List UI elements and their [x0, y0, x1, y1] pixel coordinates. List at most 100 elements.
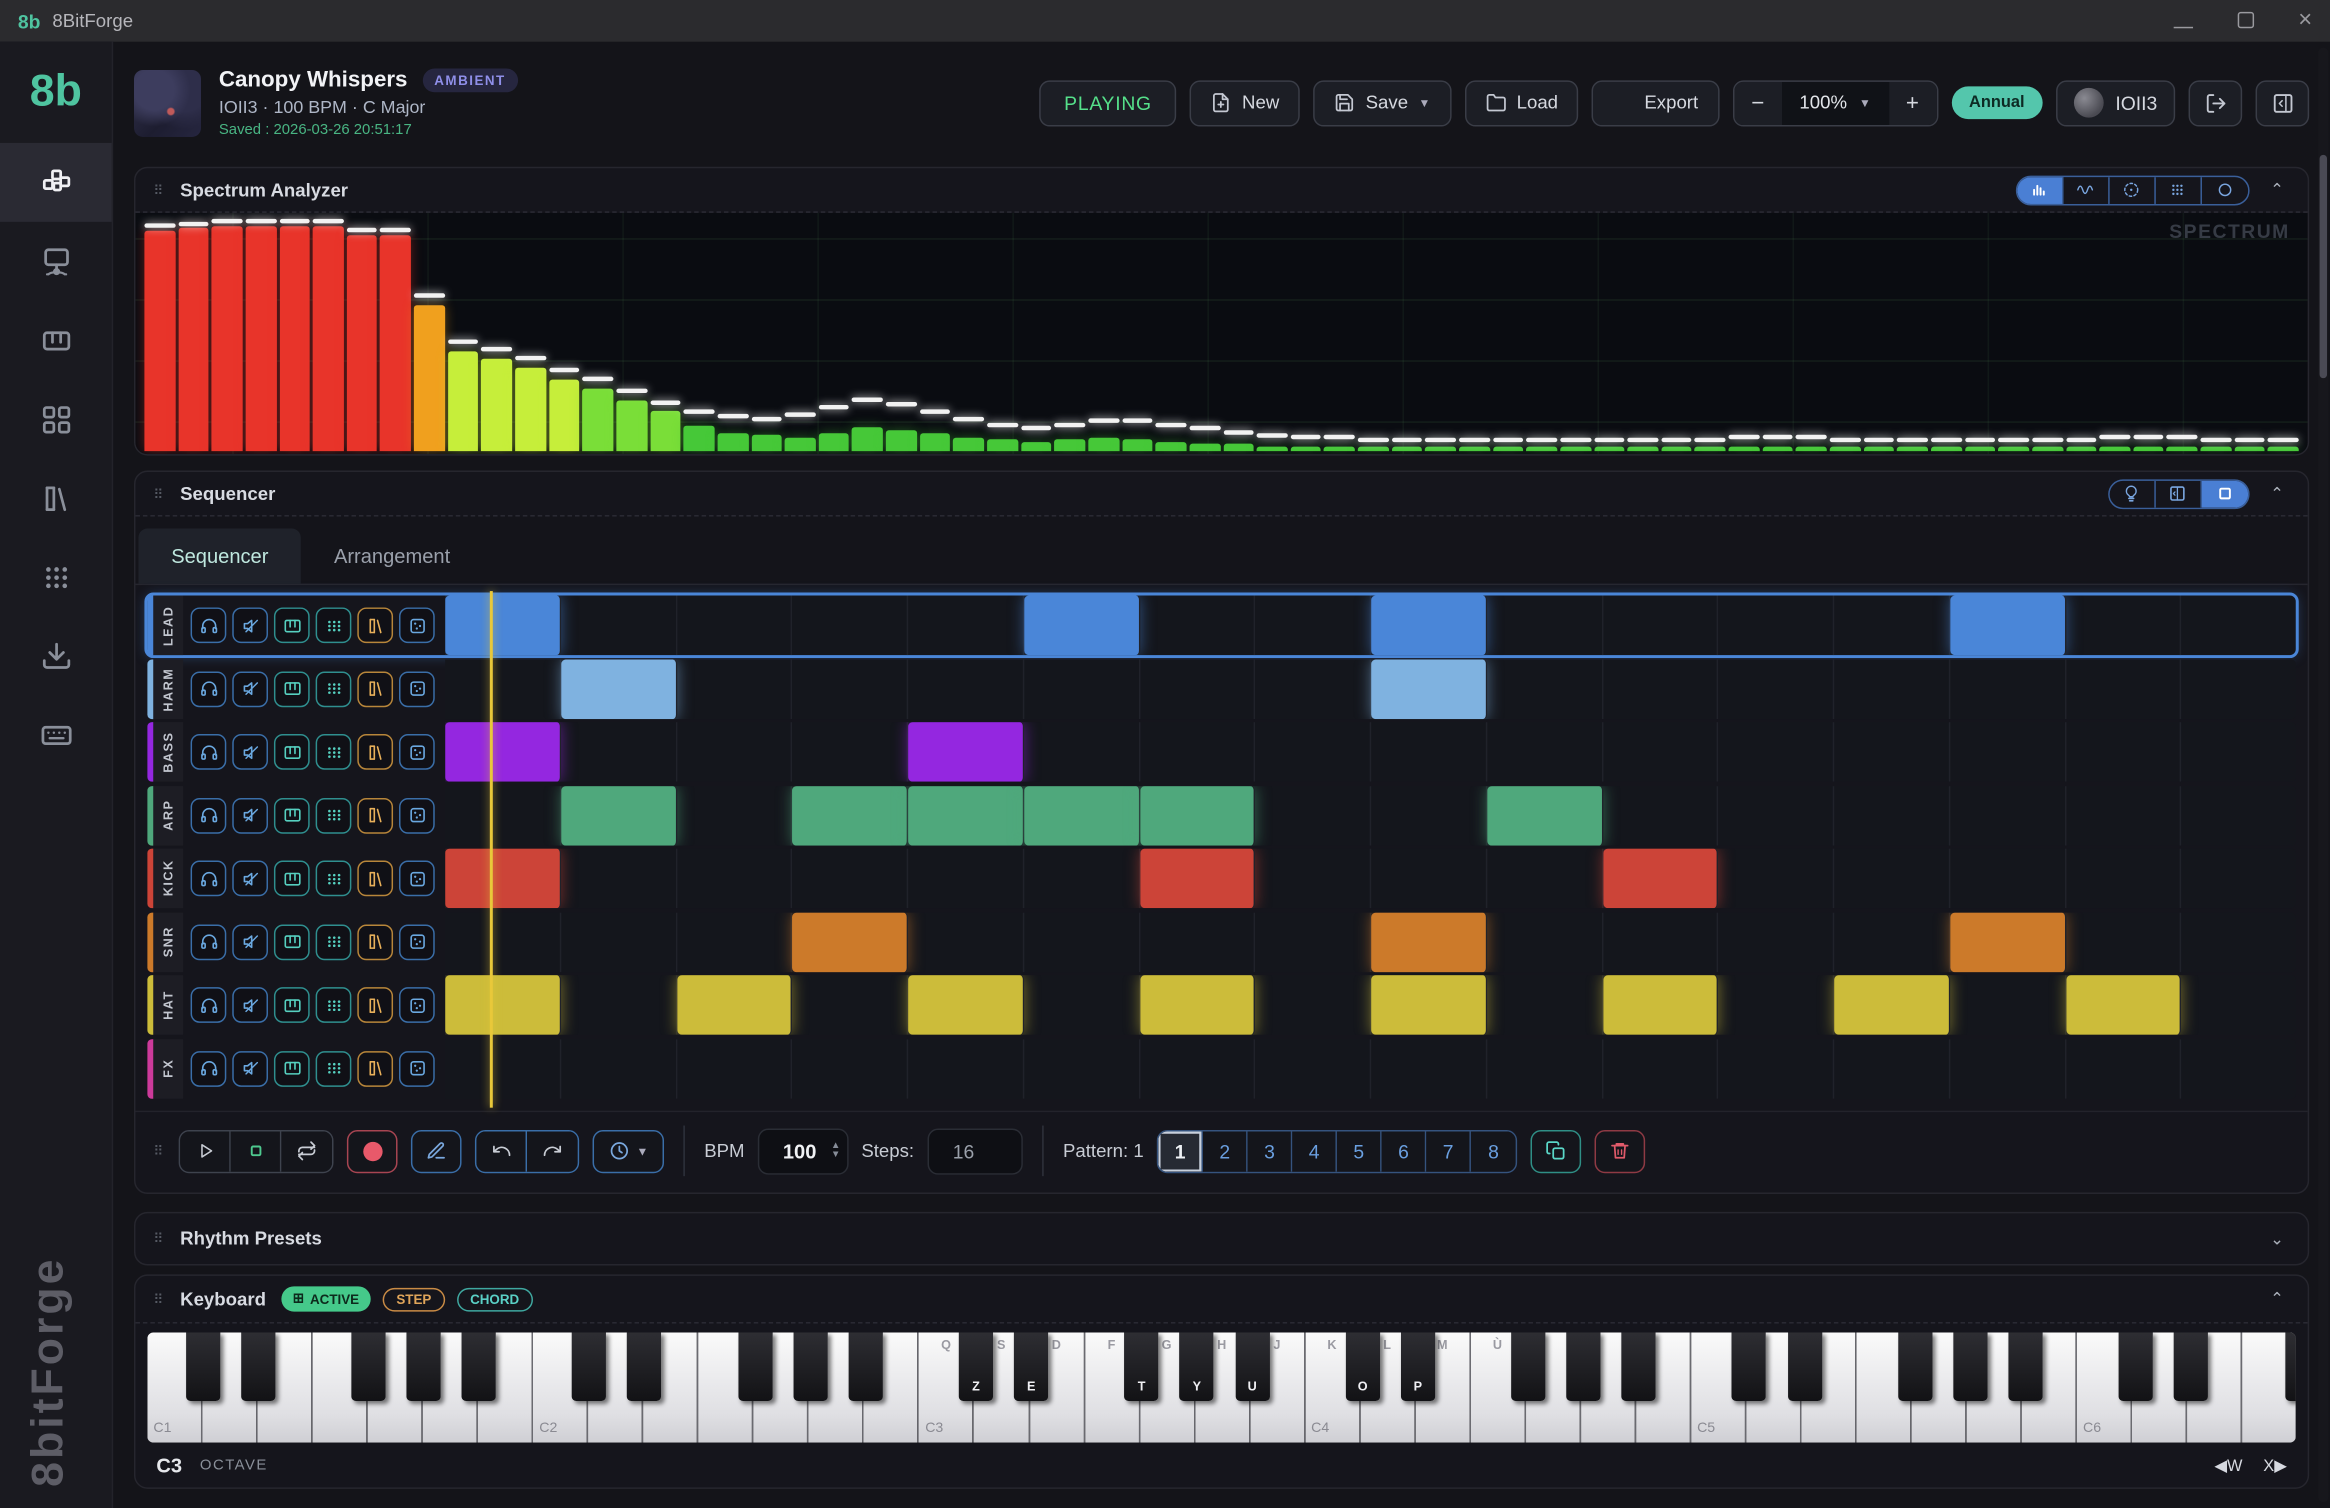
step-cell[interactable]	[1718, 595, 1835, 656]
step-cell[interactable]	[1140, 658, 1256, 719]
step-cell[interactable]	[2181, 849, 2295, 909]
step-cell[interactable]	[1834, 722, 1950, 782]
harm-mute-button[interactable]	[232, 670, 268, 707]
black-key[interactable]: Z	[958, 1332, 994, 1401]
active-badge[interactable]: ⊞ ACTIVE	[280, 1286, 372, 1312]
harm-step-grid-button[interactable]	[315, 670, 352, 707]
bpm-spinner[interactable]: ▲ ▼	[830, 1140, 841, 1160]
black-key[interactable]	[1897, 1332, 1933, 1401]
play-button[interactable]	[180, 1130, 231, 1171]
lead-dice-button[interactable]	[399, 607, 435, 644]
black-key[interactable]	[793, 1332, 828, 1401]
black-key[interactable]	[2174, 1332, 2209, 1401]
arp-dice-button[interactable]	[399, 797, 435, 833]
step-cell[interactable]	[1487, 595, 1603, 656]
harm-piano-keys-button[interactable]	[273, 670, 310, 707]
step-cell[interactable]	[2181, 1038, 2295, 1098]
kick-dice-button[interactable]	[399, 860, 435, 897]
step-cell[interactable]	[1950, 658, 2066, 719]
step-cell[interactable]	[1949, 595, 2066, 656]
step-cell[interactable]	[792, 785, 909, 845]
drag-handle[interactable]: ⠿	[153, 486, 164, 501]
snr-headphones-button[interactable]	[190, 923, 227, 960]
collapse-chevron-up-icon[interactable]: ⌃	[2270, 181, 2284, 200]
step-cell[interactable]	[908, 785, 1024, 845]
step-cell[interactable]	[1603, 658, 1719, 719]
black-key[interactable]	[240, 1332, 275, 1401]
step-cell[interactable]	[908, 1038, 1024, 1099]
record-button[interactable]	[346, 1129, 398, 1173]
arp-library-button[interactable]	[357, 797, 394, 833]
step-cell[interactable]	[1024, 1038, 1140, 1099]
lead-step-grid-button[interactable]	[315, 607, 352, 644]
sidebar-item-step-sequencer[interactable]	[0, 142, 112, 222]
pattern-button-7[interactable]: 7	[1426, 1130, 1472, 1171]
step-cell[interactable]	[1255, 848, 1372, 909]
snr-piano-keys-button[interactable]	[273, 923, 310, 960]
step-cell[interactable]	[677, 848, 793, 909]
lead-piano-keys-button[interactable]	[273, 607, 310, 644]
maximize-button[interactable]	[2237, 10, 2254, 32]
step-cell[interactable]	[908, 595, 1024, 656]
drag-handle[interactable]: ⠿	[153, 1143, 164, 1159]
step-cell[interactable]	[1950, 848, 2066, 909]
black-key[interactable]	[1566, 1332, 1601, 1401]
black-key[interactable]	[461, 1332, 496, 1401]
step-cell[interactable]	[1255, 658, 1372, 719]
step-cell[interactable]	[792, 722, 909, 782]
bass-step-grid-button[interactable]	[315, 733, 352, 770]
step-cell[interactable]	[561, 975, 677, 1035]
pattern-button-5[interactable]: 5	[1337, 1130, 1382, 1171]
step-cell[interactable]	[1255, 975, 1372, 1035]
step-cell[interactable]	[2066, 658, 2182, 719]
step-cell[interactable]	[1140, 595, 1256, 656]
step-cell[interactable]	[2181, 722, 2295, 782]
chord-badge[interactable]: CHORD	[456, 1287, 533, 1311]
step-cell[interactable]	[1255, 1038, 1372, 1099]
drag-handle[interactable]: ⠿	[153, 1291, 164, 1307]
minimize-button[interactable]	[2173, 10, 2193, 32]
sidebar-item-dots-grid[interactable]	[0, 537, 112, 616]
kick-headphones-button[interactable]	[190, 860, 227, 897]
steps-input[interactable]: 16	[927, 1127, 1023, 1174]
pattern-button-1[interactable]: 1	[1158, 1130, 1204, 1171]
step-cell[interactable]	[445, 911, 561, 972]
step-cell[interactable]	[1486, 785, 1603, 845]
scrollbar[interactable]	[2318, 47, 2329, 1503]
step-cell[interactable]	[2065, 975, 2182, 1035]
step-cell[interactable]	[792, 975, 909, 1035]
step-cell[interactable]	[1024, 975, 1140, 1035]
fx-headphones-button[interactable]	[190, 1050, 227, 1087]
step-cell[interactable]	[2066, 911, 2182, 972]
logout-button[interactable]	[2188, 79, 2243, 126]
black-key[interactable]: T	[1124, 1332, 1159, 1401]
step-cell[interactable]	[1718, 911, 1835, 972]
arp-mute-button[interactable]	[232, 797, 268, 833]
arp-piano-keys-button[interactable]	[273, 797, 310, 833]
step-cell[interactable]	[908, 722, 1024, 782]
step-cell[interactable]	[908, 658, 1024, 719]
octave-up-button[interactable]: X▶	[2263, 1456, 2287, 1475]
bars-view-toggle[interactable]	[2017, 176, 2064, 204]
step-cell[interactable]	[1371, 658, 1487, 719]
lead-mute-button[interactable]	[232, 607, 268, 644]
black-key[interactable]	[185, 1332, 220, 1401]
bass-piano-keys-button[interactable]	[273, 733, 310, 770]
copy-pattern-button[interactable]	[1530, 1129, 1582, 1173]
step-cell[interactable]	[1834, 1038, 1950, 1099]
harm-headphones-button[interactable]	[190, 670, 227, 707]
step-cell[interactable]	[1255, 911, 1372, 972]
step-cell[interactable]	[445, 785, 561, 845]
step-cell[interactable]	[1834, 785, 1950, 845]
export-button[interactable]: Export	[1592, 79, 1720, 126]
fx-library-button[interactable]	[357, 1050, 394, 1087]
kick-library-button[interactable]	[357, 860, 394, 897]
close-button[interactable]: ×	[2298, 7, 2313, 33]
step-cell[interactable]	[445, 848, 561, 909]
black-key[interactable]: O	[1345, 1332, 1380, 1401]
fx-dice-button[interactable]	[399, 1050, 435, 1087]
delete-pattern-button[interactable]	[1594, 1129, 1646, 1173]
step-cell[interactable]	[445, 1038, 561, 1099]
step-cell[interactable]	[1139, 975, 1256, 1035]
collapse-chevron-up-icon[interactable]: ⌃	[2270, 485, 2284, 504]
